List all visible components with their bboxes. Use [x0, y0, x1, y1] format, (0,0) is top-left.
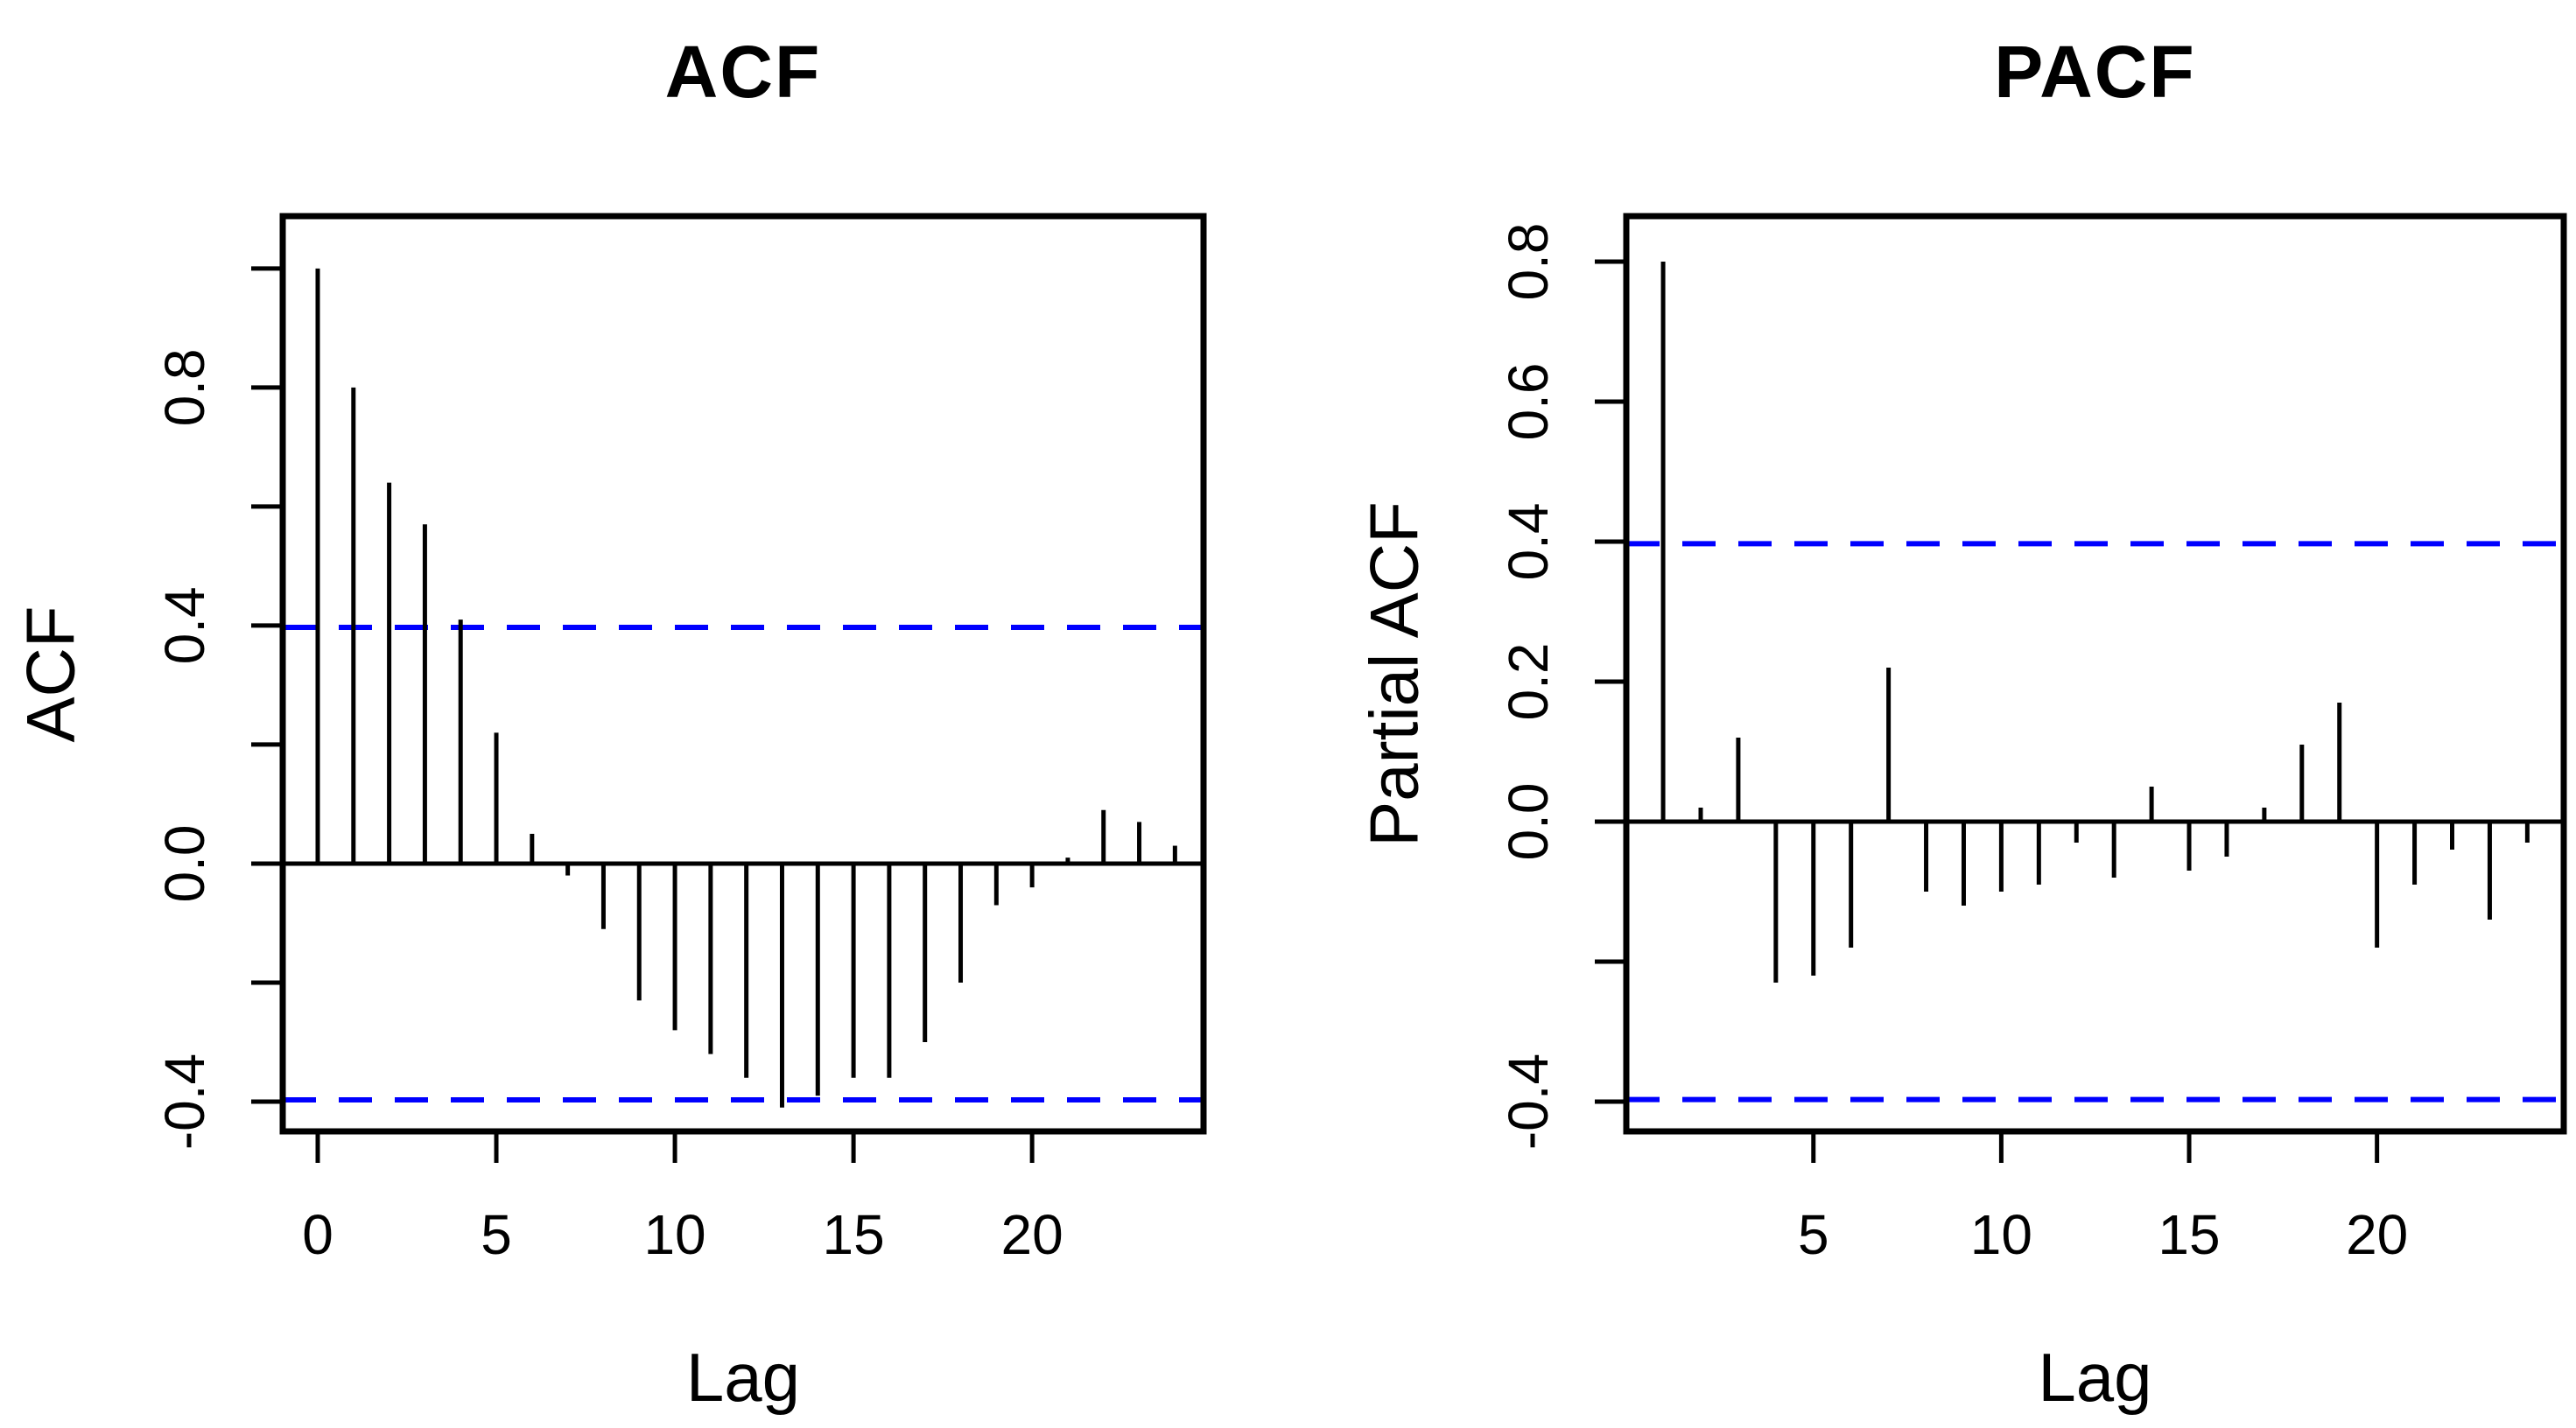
x-tick-label: 10: [643, 1203, 705, 1266]
x-tick-label: 0: [302, 1203, 333, 1266]
x-tick-label: 20: [1001, 1203, 1063, 1266]
pacf-plot-panel: PACF Partial ACF 0.8 0.6 0.4 0.2 0.0 -0.4 5 10 1…: [1356, 31, 2567, 1416]
y-tick-label: -0.4: [153, 1054, 216, 1150]
pacf-y-axis-label: Partial ACF: [1355, 500, 1433, 847]
y-tick-label: 0.4: [153, 586, 216, 664]
y-tick-label: 0.8: [153, 348, 216, 426]
pacf-x-axis-label: Lag: [2038, 1339, 2152, 1416]
x-tick-label: 5: [481, 1203, 512, 1266]
x-tick-label: 20: [2346, 1203, 2408, 1266]
y-tick-label: -0.4: [1497, 1054, 1560, 1150]
plot-box-border: [279, 213, 1207, 1135]
y-tick-label: 0.0: [153, 824, 216, 902]
acf-plot-title: ACF: [664, 31, 822, 113]
pacf-chart-canvas: 0.8 0.6 0.4 0.2 0.0 -0.4 5 10 15 20: [1497, 213, 2567, 1266]
plot-box-border: [1623, 213, 2567, 1135]
y-tick-label: 0.8: [1497, 223, 1560, 301]
y-tick-label: 0.0: [1497, 783, 1560, 861]
acf-x-axis-label: Lag: [685, 1339, 801, 1416]
y-tick-label: 0.4: [1497, 503, 1560, 581]
acf-y-axis-label: ACF: [11, 606, 89, 742]
x-tick-label: 5: [1798, 1203, 1829, 1266]
x-tick-label: 15: [822, 1203, 884, 1266]
x-tick-label: 15: [2158, 1203, 2220, 1266]
y-tick-label: 0.2: [1497, 643, 1560, 721]
acf-y-axis-label-wrap: ACF: [0, 216, 125, 1131]
pacf-plot-title: PACF: [1994, 31, 2196, 113]
pacf-y-axis-label-wrap: Partial ACF: [1320, 216, 1469, 1131]
y-tick-label: 0.6: [1497, 363, 1560, 441]
acf-chart-canvas: 0.8 0.4 0.0 -0.4 0 5 10 15 20: [153, 213, 1207, 1266]
acf-plot-panel: ACF ACF 0.8 0.4 0.0 -0.4 0 5 10 15 20 Lag: [12, 31, 1207, 1416]
x-tick-label: 10: [1970, 1203, 2032, 1266]
